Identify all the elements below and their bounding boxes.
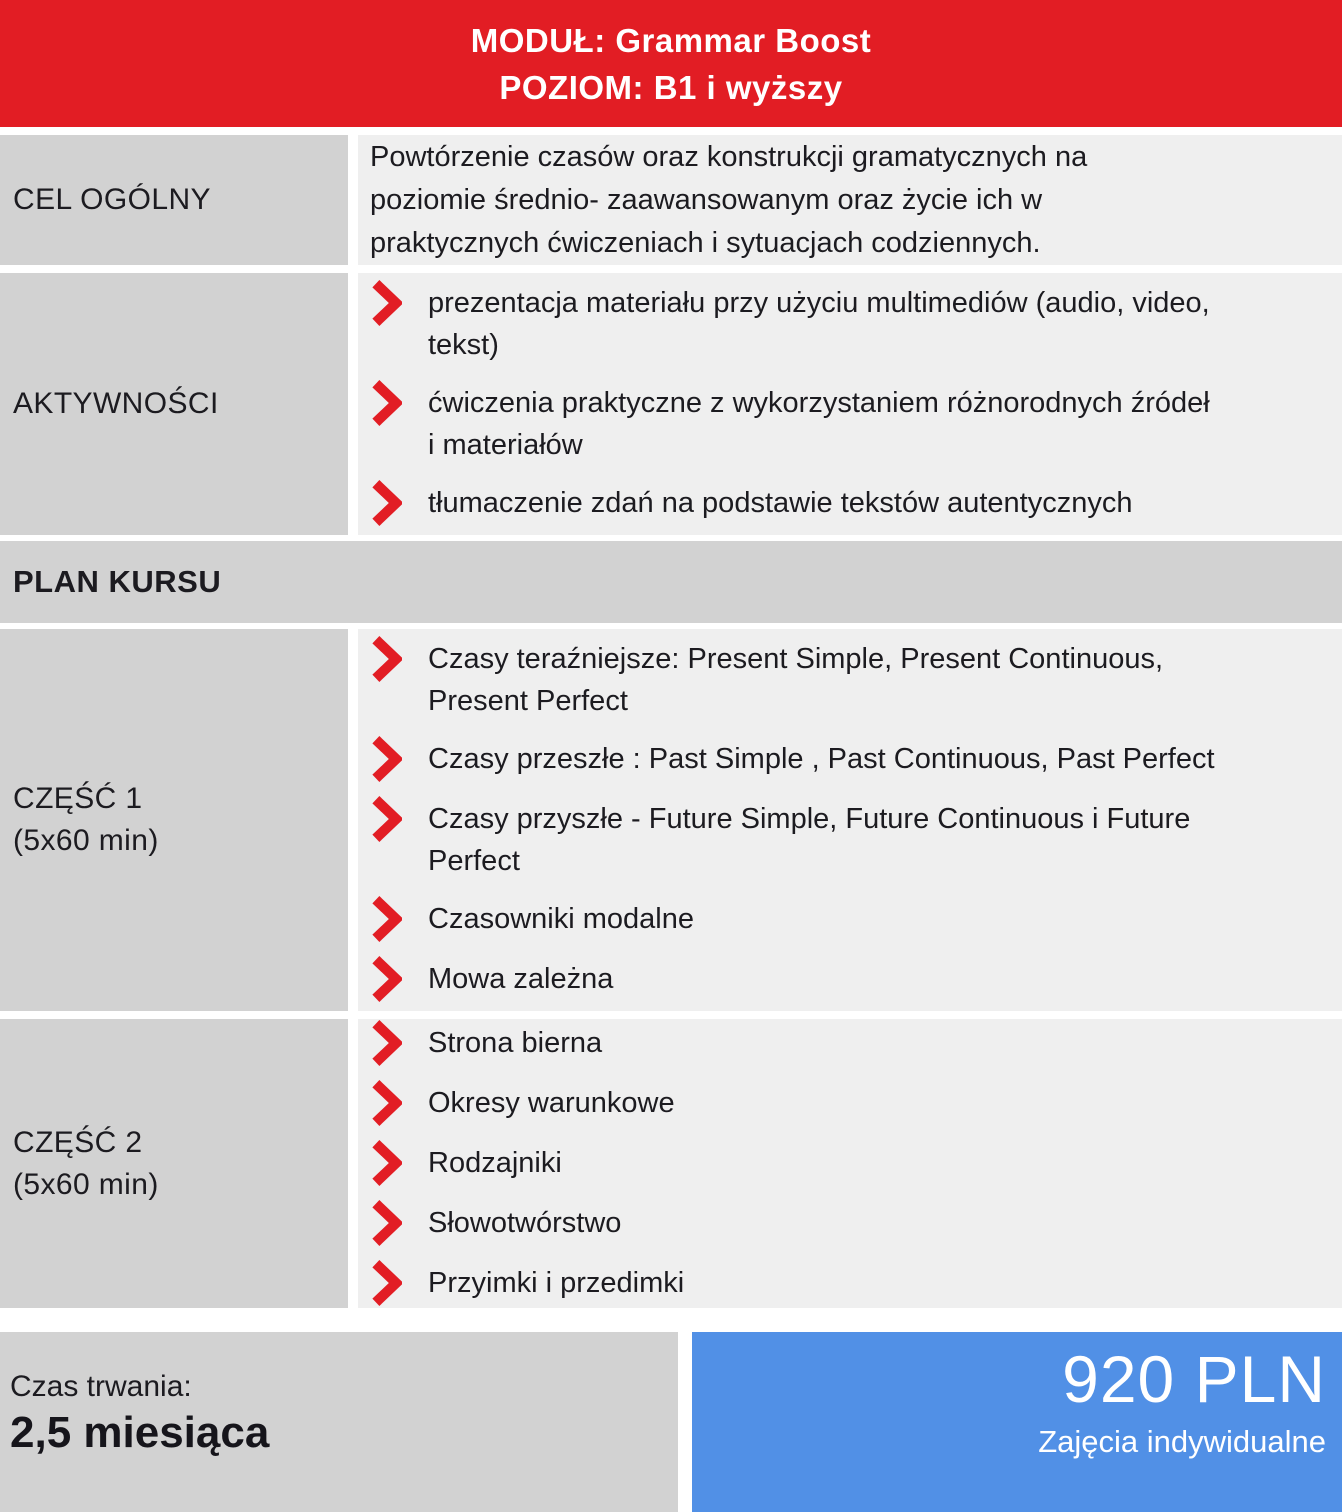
aktywnosci-label: AKTYWNOŚCI	[0, 273, 348, 535]
list-item: Słowotwórstwo	[370, 1199, 1332, 1246]
czesc-2-title: CZĘŚĆ 2	[13, 1125, 143, 1159]
row-czesc-2: CZĘŚĆ 2 (5x60 min) Strona bierna Okresy …	[0, 1019, 1342, 1308]
footer: Czas trwania: 2,5 miesiąca 920 PLN Zajęc…	[0, 1332, 1342, 1512]
list-item: Czasy przyszłe - Future Simple, Future C…	[370, 796, 1332, 882]
module-level: POZIOM: B1 i wyższy	[499, 68, 843, 106]
czesc-1-duration: (5x60 min)	[13, 824, 159, 857]
chevron-right-icon	[372, 380, 402, 426]
chevron-right-icon	[372, 1259, 402, 1306]
list-item-text: Słowotwórstwo	[428, 1206, 622, 1239]
list-item-text: Mowa zależna	[428, 963, 614, 995]
plan-kursu-band: PLAN KURSU	[0, 541, 1342, 623]
cel-ogolny-text: Powtórzenie czasów oraz konstrukcji gram…	[370, 140, 1088, 259]
list-item: Przyimki i przedimki	[370, 1259, 1332, 1306]
price-note: Zajęcia indywidualne	[1038, 1424, 1326, 1459]
list-item-text: Czasowniki modalne	[428, 903, 694, 935]
list-item: Rodzajniki	[370, 1139, 1332, 1186]
column-gap	[348, 1019, 358, 1308]
plan-kursu-label: PLAN KURSU	[13, 564, 222, 599]
list-item-text: Przyimki i przedimki	[428, 1266, 685, 1299]
czesc-2-content: Strona bierna Okresy warunkowe Rodzajnik…	[358, 1019, 1342, 1308]
list-item: Okresy warunkowe	[370, 1079, 1332, 1126]
czesc-2-duration: (5x60 min)	[13, 1167, 159, 1201]
column-gap	[348, 273, 358, 535]
list-item: prezentacja materiału przy użyciu multim…	[370, 280, 1332, 366]
list-item: Czasy teraźniejsze: Present Simple, Pres…	[370, 636, 1332, 722]
list-item-text: ćwiczenia praktyczne z wykorzystaniem ró…	[428, 387, 1210, 461]
row-cel-ogolny: CEL OGÓLNY Powtórzenie czasów oraz konst…	[0, 135, 1342, 265]
cel-ogolny-content: Powtórzenie czasów oraz konstrukcji gram…	[358, 135, 1342, 265]
chevron-right-icon	[372, 736, 402, 782]
module-header: MODUŁ: Grammar Boost POZIOM: B1 i wyższy	[0, 0, 1342, 127]
column-gap	[348, 629, 358, 1011]
czesc-1-list: Czasy teraźniejsze: Present Simple, Pres…	[370, 636, 1332, 1002]
column-gap	[678, 1332, 692, 1512]
chevron-right-icon	[372, 1019, 402, 1066]
czesc-2-list: Strona bierna Okresy warunkowe Rodzajnik…	[370, 1019, 1332, 1306]
chevron-right-icon	[372, 796, 402, 842]
list-item-text: Rodzajniki	[428, 1146, 562, 1179]
duration-box: Czas trwania: 2,5 miesiąca	[0, 1332, 678, 1512]
czesc-1-label: CZĘŚĆ 1 (5x60 min)	[0, 629, 348, 1011]
list-item-text: tłumaczenie zdań na podstawie tekstów au…	[428, 487, 1133, 519]
cel-ogolny-label: CEL OGÓLNY	[0, 135, 348, 265]
chevron-right-icon	[372, 480, 402, 526]
chevron-right-icon	[372, 1139, 402, 1186]
list-item-text: Czasy przyszłe - Future Simple, Future C…	[428, 803, 1191, 877]
list-item: ćwiczenia praktyczne z wykorzystaniem ró…	[370, 380, 1332, 466]
list-item-text: prezentacja materiału przy użyciu multim…	[428, 287, 1210, 361]
row-aktywnosci: AKTYWNOŚCI prezentacja materiału przy uż…	[0, 273, 1342, 535]
price-value: 920 PLN	[1062, 1342, 1326, 1416]
list-item-text: Strona bierna	[428, 1026, 603, 1059]
czesc-2-label: CZĘŚĆ 2 (5x60 min)	[0, 1019, 348, 1308]
chevron-right-icon	[372, 280, 402, 326]
list-item-text: Okresy warunkowe	[428, 1086, 675, 1119]
czesc-1-title: CZĘŚĆ 1	[13, 782, 143, 815]
price-box: 920 PLN Zajęcia indywidualne	[692, 1332, 1342, 1512]
duration-value: 2,5 miesiąca	[10, 1408, 270, 1457]
duration-label: Czas trwania:	[10, 1370, 192, 1403]
module-title: MODUŁ: Grammar Boost	[470, 21, 872, 59]
chevron-right-icon	[372, 636, 402, 682]
chevron-right-icon	[372, 896, 402, 942]
spacer	[0, 1308, 1342, 1332]
list-item-text: Czasy przeszłe : Past Simple , Past Cont…	[428, 743, 1215, 775]
spacer	[0, 127, 1342, 135]
list-item-text: Czasy teraźniejsze: Present Simple, Pres…	[428, 643, 1164, 717]
aktywnosci-content: prezentacja materiału przy użyciu multim…	[358, 273, 1342, 535]
list-item: Czasowniki modalne	[370, 896, 1332, 942]
chevron-right-icon	[372, 956, 402, 1002]
chevron-right-icon	[372, 1199, 402, 1246]
spacer	[0, 265, 1342, 273]
chevron-right-icon	[372, 1079, 402, 1126]
aktywnosci-list: prezentacja materiału przy użyciu multim…	[370, 280, 1332, 526]
list-item: Mowa zależna	[370, 956, 1332, 1002]
list-item: Strona bierna	[370, 1019, 1332, 1066]
czesc-1-content: Czasy teraźniejsze: Present Simple, Pres…	[358, 629, 1342, 1011]
list-item: tłumaczenie zdań na podstawie tekstów au…	[370, 480, 1332, 526]
row-czesc-1: CZĘŚĆ 1 (5x60 min) Czasy teraźniejsze: P…	[0, 629, 1342, 1011]
spacer	[0, 1011, 1342, 1019]
column-gap	[348, 135, 358, 265]
list-item: Czasy przeszłe : Past Simple , Past Cont…	[370, 736, 1332, 782]
